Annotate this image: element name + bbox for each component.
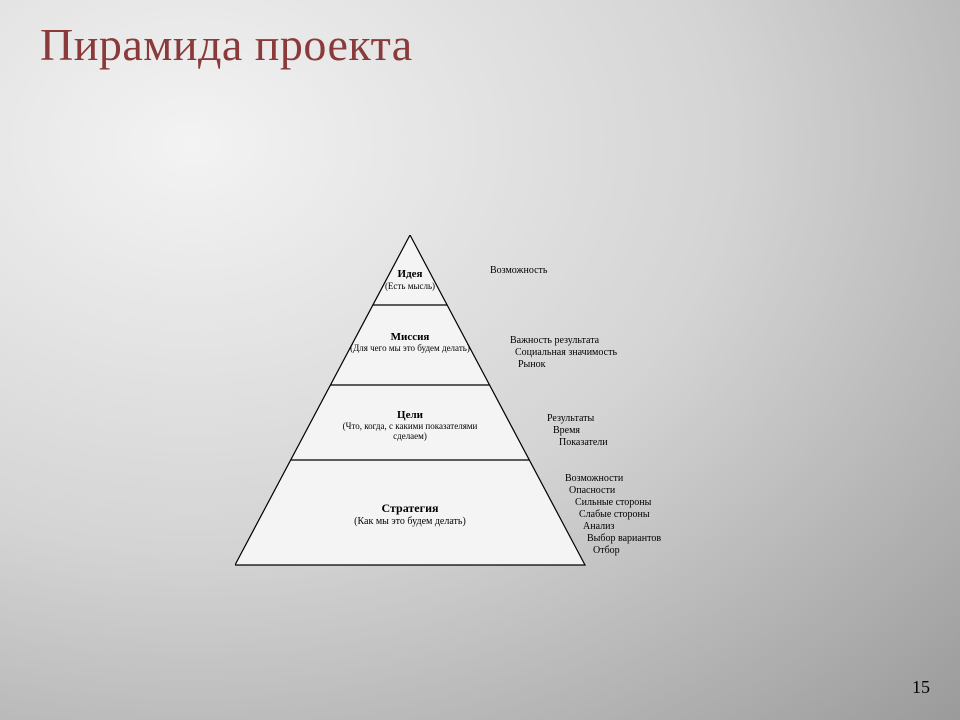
pyramid-level-title: Стратегия <box>310 502 510 516</box>
annotation-line: Возможности <box>565 473 661 485</box>
page-number: 15 <box>912 677 930 698</box>
pyramid-annotation-3: ВозможностиОпасностиСильные стороныСлабы… <box>565 473 661 557</box>
annotation-line: Важность результата <box>510 335 617 347</box>
annotation-line: Анализ <box>565 521 661 533</box>
annotation-line: Опасности <box>565 485 661 497</box>
pyramid-level-3: Стратегия(Как мы это будем делать) <box>310 502 510 527</box>
annotation-line: Выбор вариантов <box>565 533 661 545</box>
pyramid-annotation-0: Возможность <box>490 265 547 277</box>
annotation-line: Рынок <box>510 359 617 371</box>
annotation-line: Сильные стороны <box>565 497 661 509</box>
pyramid-level-title: Цели <box>330 409 490 422</box>
pyramid-annotation-2: РезультатыВремяПоказатели <box>547 413 608 449</box>
pyramid-level-1: Миссия(Для чего мы это будем делать) <box>345 331 475 354</box>
pyramid-level-subtitle: (Что, когда, с какими показателями сдела… <box>330 421 490 442</box>
annotation-line: Показатели <box>547 437 608 449</box>
annotation-line: Отбор <box>565 545 661 557</box>
slide-title: Пирамида проекта <box>40 18 413 71</box>
pyramid-level-title: Идея <box>365 268 455 281</box>
pyramid-level-subtitle: (Как мы это будем делать) <box>310 516 510 528</box>
pyramid-level-subtitle: (Есть мысль) <box>365 281 455 291</box>
pyramid-level-subtitle: (Для чего мы это будем делать) <box>345 343 475 353</box>
pyramid-level-2: Цели(Что, когда, с какими показателями с… <box>330 409 490 442</box>
pyramid-level-0: Идея(Есть мысль) <box>365 268 455 291</box>
annotation-line: Слабые стороны <box>565 509 661 521</box>
annotation-line: Возможность <box>490 265 547 277</box>
pyramid-diagram: Идея(Есть мысль) Миссия(Для чего мы это б… <box>235 235 735 580</box>
pyramid-level-title: Миссия <box>345 331 475 344</box>
pyramid-annotation-1: Важность результатаСоциальная значимость… <box>510 335 617 371</box>
annotation-line: Результаты <box>547 413 608 425</box>
annotation-line: Время <box>547 425 608 437</box>
annotation-line: Социальная значимость <box>510 347 617 359</box>
slide: Пирамида проекта Идея(Есть мысль)Миссия(… <box>0 0 960 720</box>
